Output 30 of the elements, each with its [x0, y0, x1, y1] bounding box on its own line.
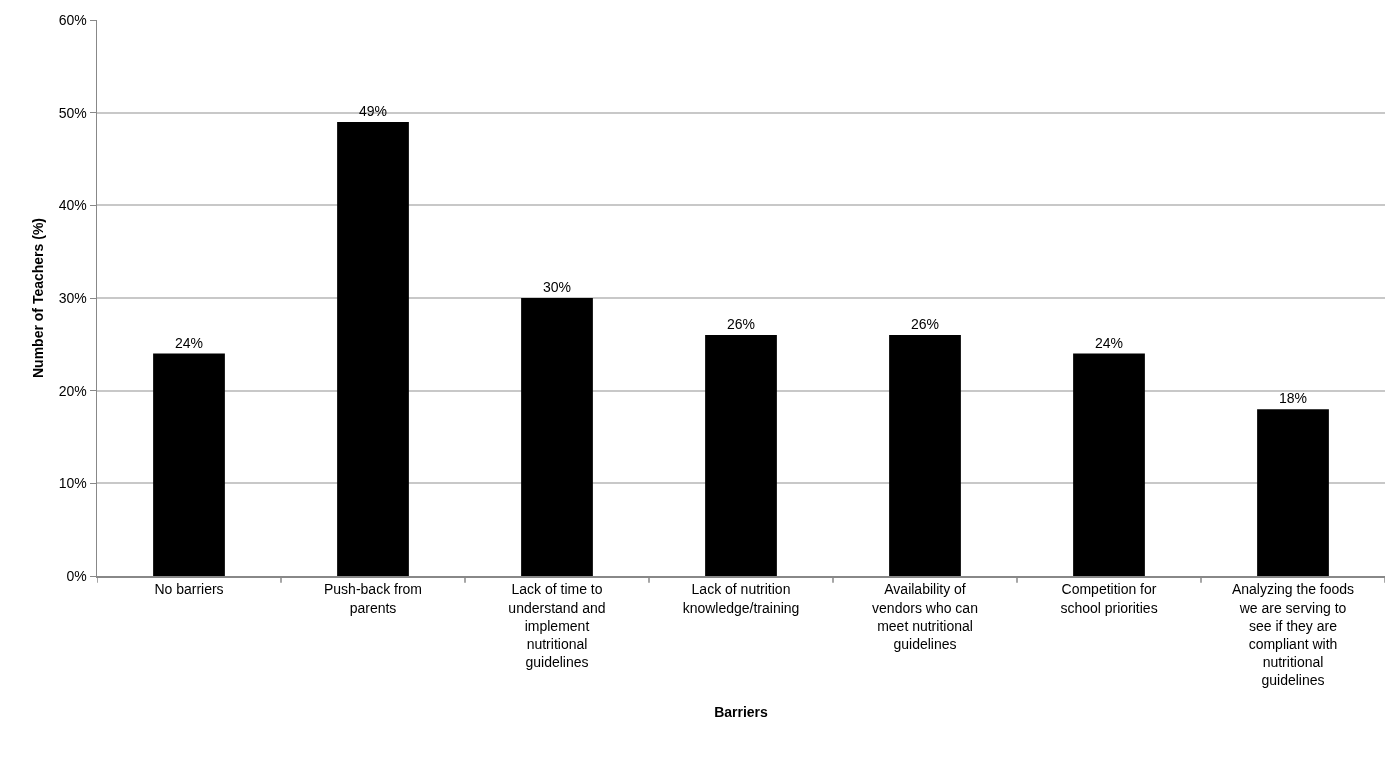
y-tick-label: 60% [58, 11, 87, 28]
data-label: 18% [1278, 390, 1308, 407]
bar [153, 353, 225, 576]
x-tick-label: Lack of nutrition knowledge/training [682, 581, 800, 616]
y-tick-label: 20% [58, 382, 87, 399]
x-axis-title: Barriers [714, 704, 769, 721]
bar [1073, 353, 1145, 576]
bar [337, 121, 409, 576]
data-label: 24% [1094, 334, 1124, 351]
bar [1257, 409, 1329, 576]
data-label: 30% [542, 279, 572, 295]
data-label: 26% [910, 316, 940, 333]
data-label: 24% [174, 334, 204, 351]
y-tick-label: 10% [58, 475, 87, 492]
y-tick-label: 50% [58, 104, 87, 121]
x-tick-label: Competition for school priorities [1060, 581, 1158, 616]
y-axis-title: Number of Teachers (%) [29, 218, 46, 378]
x-tick-label: No barriers [154, 581, 224, 598]
data-label: 26% [726, 316, 756, 333]
x-tick-label: Push-back from parents [323, 581, 423, 616]
y-tick-label: 30% [58, 289, 87, 306]
bar [521, 298, 593, 576]
y-tick-label: 40% [58, 197, 87, 214]
x-tick-label: Lack of time to understand and implement nutritional guidelines [508, 581, 606, 671]
x-tick-label: Analyzing the foods we are serving to see if they are compliant with nutritional guidelines [1231, 581, 1355, 689]
bar [705, 335, 777, 576]
y-tick-label: 0% [66, 567, 87, 584]
bar [889, 335, 961, 576]
x-tick-label: Availability of vendors who can meet nutritional guidelines [872, 581, 978, 652]
data-label: 49% [358, 102, 388, 119]
